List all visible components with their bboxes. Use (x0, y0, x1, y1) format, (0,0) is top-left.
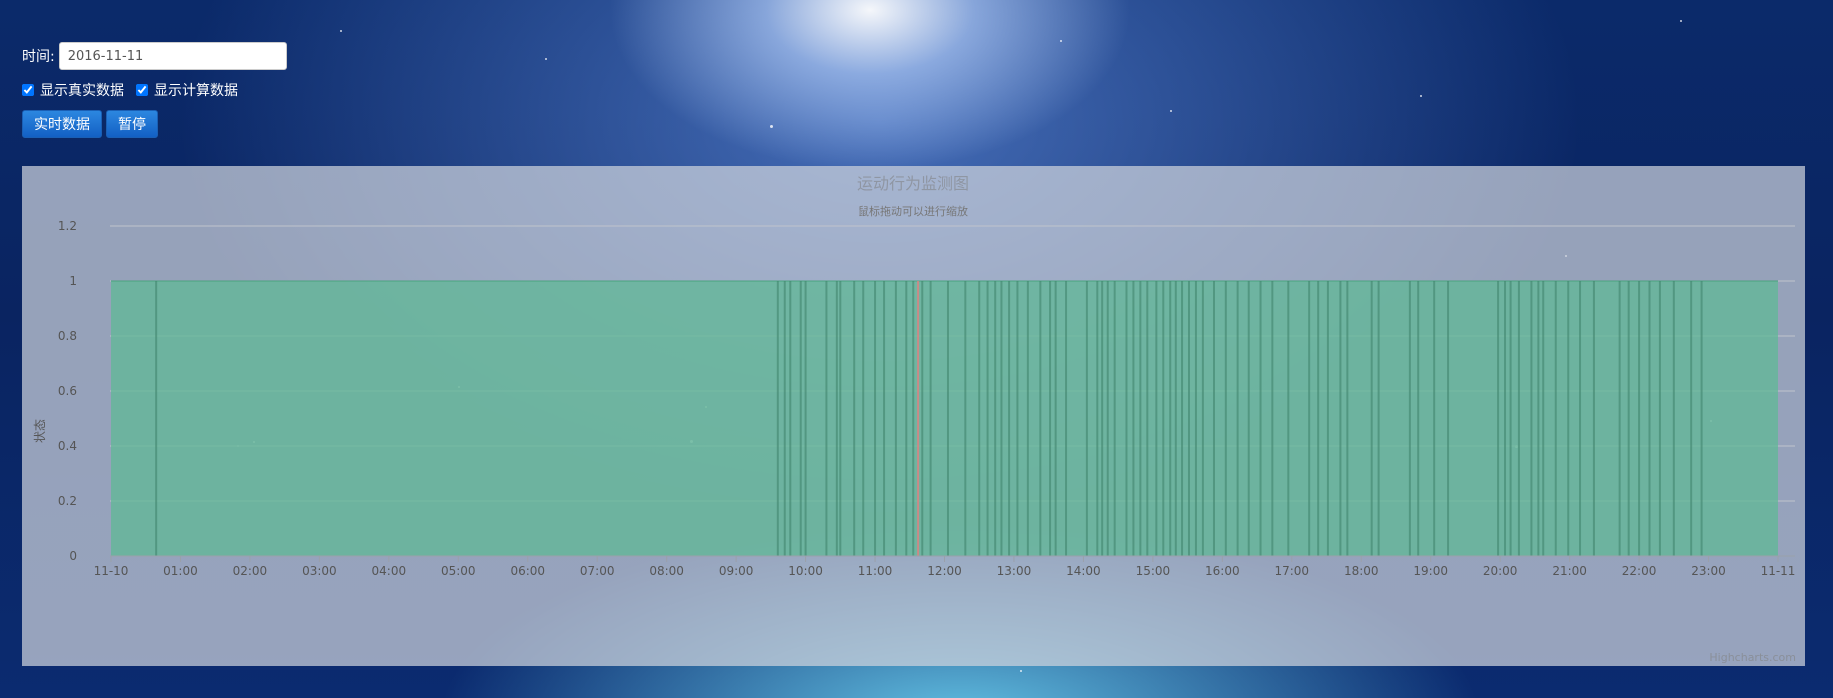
y-tick-label-3: 0.6 (58, 384, 77, 398)
x-tick-label-7: 07:00 (580, 564, 615, 578)
x-tick-label-12: 12:00 (927, 564, 962, 578)
y-tick-label-2: 0.4 (58, 439, 77, 453)
x-tick-label-22: 22:00 (1622, 564, 1657, 578)
x-tick-label-21: 21:00 (1552, 564, 1587, 578)
y-tick-label-1: 0.2 (58, 494, 77, 508)
x-tick-label-23: 23:00 (1691, 564, 1726, 578)
y-axis: 0 0.2 0.4 0.6 0.8 1 1.2 (58, 219, 77, 563)
x-tick-label-1: 01:00 (163, 564, 198, 578)
x-tick-label-19: 19:00 (1413, 564, 1448, 578)
y-tick-label-4: 0.8 (58, 329, 77, 343)
date-label: 时间: (22, 49, 55, 65)
x-tick-label-18: 18:00 (1344, 564, 1379, 578)
chart-title: 运动行为监测图 (857, 174, 969, 193)
x-tick-label-8: 08:00 (649, 564, 684, 578)
x-tick-label-2: 02:00 (233, 564, 268, 578)
x-tick-label-14: 14:00 (1066, 564, 1101, 578)
realtime-data-button[interactable]: 实时数据 (22, 110, 102, 138)
drop-lines (155, 281, 1703, 556)
x-tick-label-9: 09:00 (719, 564, 754, 578)
controls-panel: 时间: 显示真实数据 显示计算数据 实时数据 暂停 (22, 42, 287, 148)
y-axis-title: 状态 (33, 419, 47, 443)
y-tick-label-0: 0 (69, 549, 77, 563)
x-tick-label-16: 16:00 (1205, 564, 1240, 578)
y-tick-label-6: 1.2 (58, 219, 77, 233)
credits-text[interactable]: Highcharts.com (1709, 651, 1796, 664)
x-tick-label-3: 03:00 (302, 564, 337, 578)
x-tick-label-0: 11-10 (94, 564, 129, 578)
x-tick-label-15: 15:00 (1136, 564, 1171, 578)
pause-button[interactable]: 暂停 (106, 110, 158, 138)
series-area (111, 280, 1778, 556)
x-tick-label-4: 04:00 (372, 564, 407, 578)
show-calc-data-checkbox[interactable] (136, 84, 148, 96)
x-tick-label-24: 11-11 (1761, 564, 1796, 578)
chart-panel[interactable]: 0 0.2 0.4 0.6 0.8 1 1.2 11-10 01:00 02:00 03:00 04… (22, 166, 1805, 666)
show-calc-data-label: 显示计算数据 (154, 83, 238, 99)
x-tick-label-13: 13:00 (997, 564, 1032, 578)
chart-subtitle: 鼠标拖动可以进行缩放 (858, 204, 968, 218)
y-tick-label-5: 1 (69, 274, 77, 288)
chart-svg[interactable]: 0 0.2 0.4 0.6 0.8 1 1.2 11-10 01:00 02:00 03:00 04… (22, 166, 1805, 666)
show-real-data-checkbox[interactable] (22, 84, 34, 96)
series-area-0 (111, 281, 1778, 556)
x-tick-label-11: 11:00 (858, 564, 893, 578)
x-axis: 11-10 01:00 02:00 03:00 04:00 05:00 06:00 07:00… (94, 555, 1796, 578)
x-tick-label-6: 06:00 (510, 564, 545, 578)
x-tick-label-20: 20:00 (1483, 564, 1518, 578)
show-real-data-label: 显示真实数据 (40, 83, 124, 99)
x-tick-label-17: 17:00 (1274, 564, 1309, 578)
x-tick-label-5: 05:00 (441, 564, 476, 578)
date-input[interactable] (58, 42, 287, 70)
x-tick-label-10: 10:00 (788, 564, 823, 578)
